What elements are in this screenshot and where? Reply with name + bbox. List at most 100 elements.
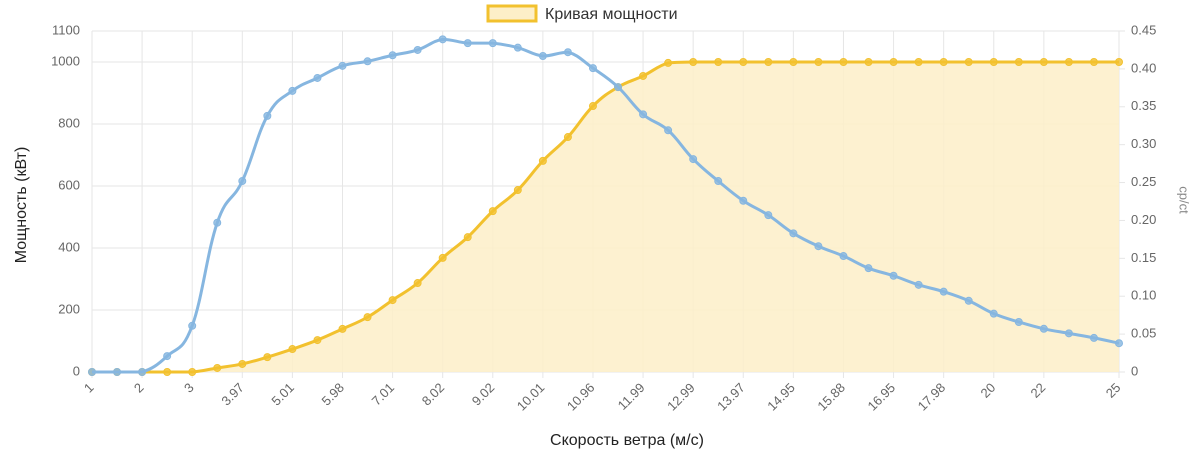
point	[463, 233, 472, 242]
x-tick-label: 10.01	[514, 380, 548, 414]
x-tick-label: 17.98	[915, 380, 949, 414]
point	[1089, 333, 1098, 342]
point	[789, 229, 798, 238]
x-tick-label: 7.01	[369, 380, 398, 409]
point	[839, 58, 848, 66]
x-axis-title: Скорость ветра (м/с)	[550, 432, 704, 449]
area	[92, 62, 1119, 372]
point	[213, 218, 222, 227]
y2-tick-label: 0.05	[1131, 326, 1156, 341]
point	[639, 71, 648, 80]
point	[1115, 58, 1123, 66]
x-tick-label: 22	[1028, 380, 1049, 401]
point	[714, 177, 723, 186]
x-tick-label: 2	[131, 380, 147, 396]
y-tick-label: 0	[73, 363, 80, 378]
x-tick-label: 13.97	[714, 380, 748, 414]
legend-label: Кривая мощности	[545, 6, 678, 23]
point	[789, 58, 798, 66]
point	[839, 252, 848, 261]
point	[664, 58, 673, 67]
point	[363, 313, 372, 322]
point	[1115, 339, 1123, 348]
point	[864, 264, 873, 273]
point	[238, 177, 247, 186]
point	[689, 155, 698, 164]
x-tick-label: 16.95	[864, 380, 898, 414]
point	[889, 58, 898, 66]
point	[614, 83, 623, 92]
point	[639, 110, 648, 119]
point	[113, 368, 122, 376]
point	[814, 242, 823, 251]
x-tick-label: 11.99	[615, 380, 648, 413]
point	[513, 186, 522, 195]
point	[88, 368, 96, 376]
point	[989, 309, 998, 318]
point	[1064, 58, 1073, 66]
point	[163, 368, 172, 376]
y2-tick-label: 0.35	[1131, 98, 1156, 113]
y2-tick-label: 0	[1131, 363, 1138, 378]
point	[1089, 58, 1098, 66]
point	[163, 352, 172, 361]
point	[388, 296, 397, 305]
point	[338, 324, 347, 333]
point	[338, 61, 347, 70]
x-tick-label: 5.98	[319, 380, 348, 409]
y-tick-label: 600	[58, 177, 80, 192]
point	[939, 287, 948, 296]
x-tick-label: 15.88	[814, 380, 848, 414]
x-tick-label: 3	[181, 380, 197, 396]
point	[413, 279, 422, 288]
point	[939, 58, 948, 66]
point	[989, 58, 998, 66]
x-tick-label: 12.99	[664, 380, 698, 414]
point	[563, 133, 572, 142]
point	[1039, 324, 1048, 333]
point	[438, 253, 447, 262]
point	[864, 58, 873, 66]
point	[288, 86, 297, 95]
point	[188, 321, 197, 330]
y-tick-label: 800	[58, 115, 80, 130]
point	[1014, 58, 1023, 66]
point	[138, 368, 147, 376]
point	[263, 111, 272, 120]
point	[1039, 58, 1048, 66]
x-tick-label: 3.97	[218, 380, 247, 409]
point	[188, 368, 197, 376]
y2-axis-title: cp/ct	[1177, 186, 1192, 214]
y-tick-label: 1100	[52, 22, 80, 37]
point	[513, 43, 522, 52]
point	[664, 126, 673, 135]
legend-swatch	[486, 4, 538, 23]
y2-tick-label: 0.15	[1131, 250, 1156, 265]
x-tick-label: 20	[977, 380, 998, 401]
y2-tick-label: 0.40	[1131, 60, 1156, 75]
point	[964, 58, 973, 66]
point	[739, 58, 748, 66]
point	[689, 58, 698, 66]
point	[313, 73, 322, 82]
y2-tick-label: 0.45	[1131, 22, 1156, 37]
y2-tick-label: 0.30	[1131, 136, 1156, 151]
point	[213, 363, 222, 372]
point	[538, 156, 547, 165]
y2-tick-label: 0.10	[1131, 288, 1156, 303]
point	[714, 58, 723, 66]
y-tick-label: 200	[58, 301, 80, 316]
point	[413, 45, 422, 54]
point	[288, 345, 297, 354]
point	[563, 48, 572, 57]
point	[1014, 317, 1023, 326]
point	[438, 35, 447, 44]
point	[488, 39, 497, 48]
point	[914, 58, 923, 66]
y-tick-label: 400	[58, 239, 80, 254]
point	[889, 271, 898, 280]
x-tick-label: 5.01	[268, 380, 297, 409]
point	[814, 58, 823, 66]
